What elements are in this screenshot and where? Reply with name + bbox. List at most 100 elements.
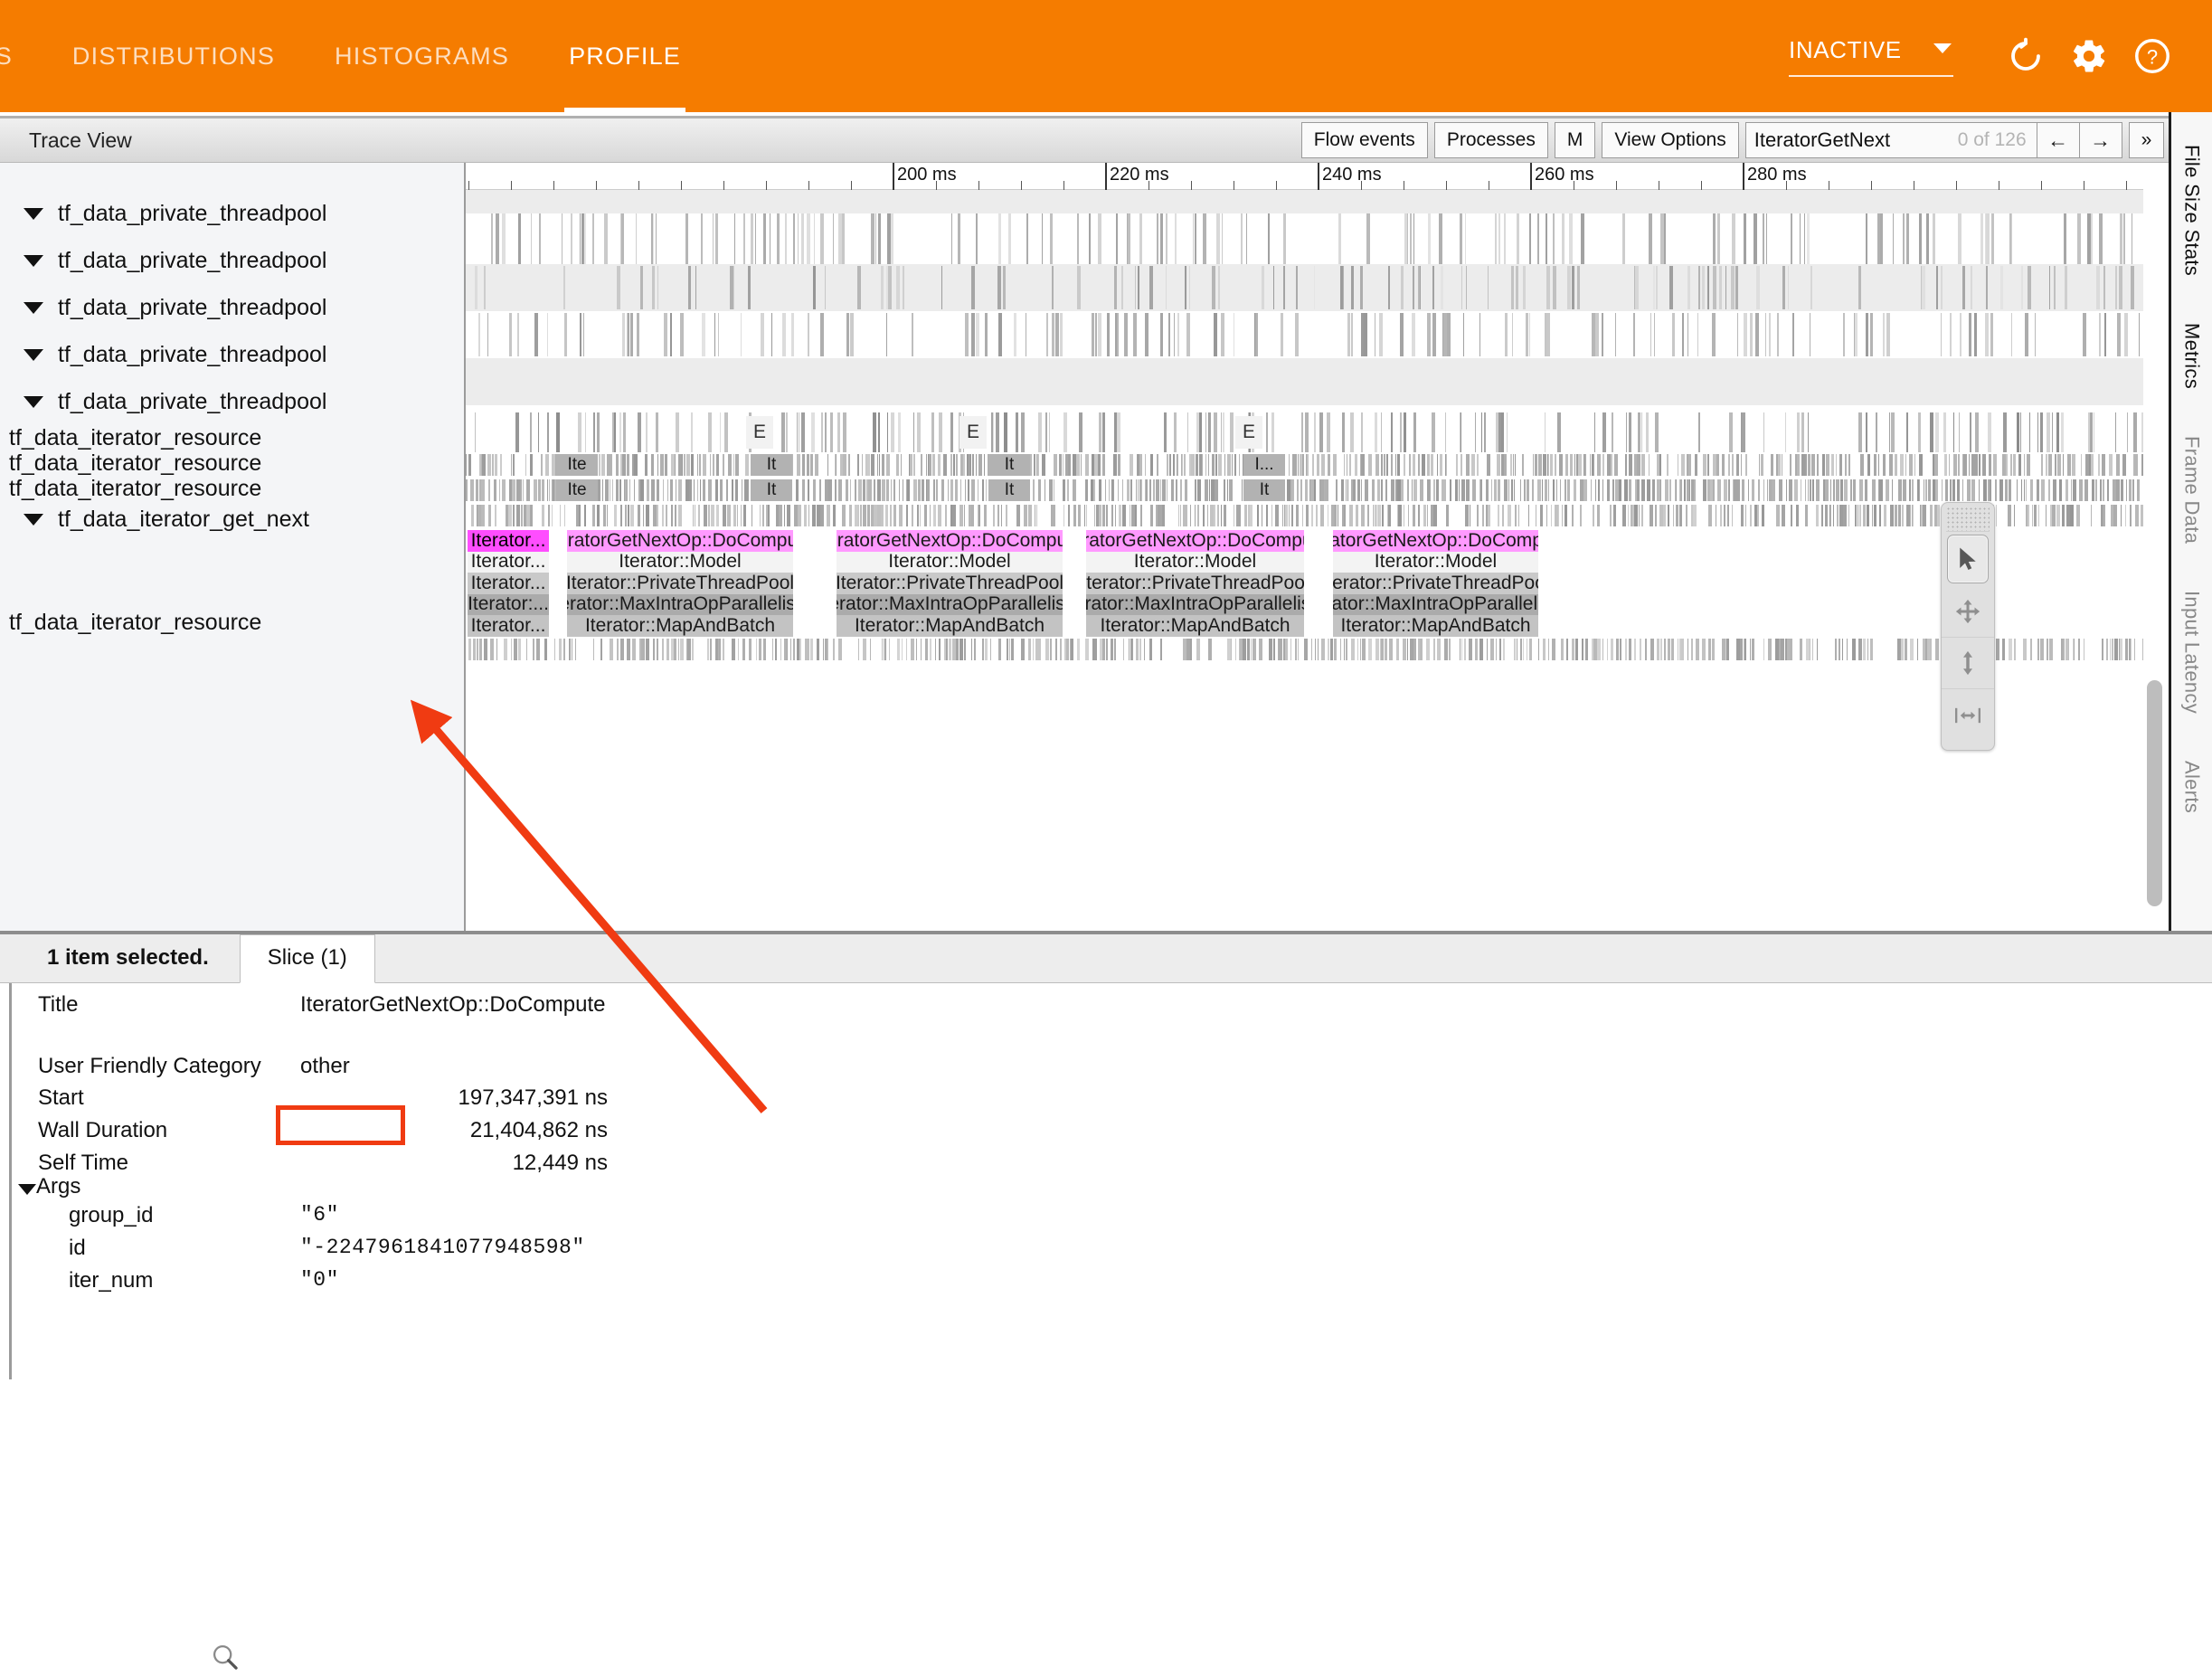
more-options-button[interactable]: » — [2128, 122, 2165, 158]
chevron-down-icon[interactable] — [24, 513, 43, 526]
slice-iterator-maxintraopparallelism[interactable]: Iterator::MaxIntraOpParallelism — [837, 593, 1063, 615]
slice-iterator-maxintraopparallelism[interactable]: Iterator::MaxIntraOpParallelism — [1086, 593, 1304, 615]
resource-slice[interactable]: Ite — [556, 454, 598, 476]
track-label-private-threadpool-2[interactable]: tf_data_private_threadpool — [0, 237, 466, 284]
iterator-resource-row-3[interactable] — [466, 505, 2143, 526]
iterator-resource-row-4[interactable] — [466, 639, 2143, 660]
search-next-button[interactable]: → — [2078, 122, 2122, 158]
slice-iterator-maxintraopparallelism[interactable]: Iterator::MaxIntraOpParallelism — [1333, 593, 1538, 615]
chevron-down-icon[interactable] — [24, 348, 43, 361]
slice-iterator-model[interactable]: Iterator::Model — [567, 551, 793, 573]
resource-slice[interactable]: It — [988, 454, 1030, 476]
slice-iteratorgetnextop-docompute[interactable]: IteratorGetNextOp::DoCompute — [837, 530, 1063, 552]
flow-events-button[interactable]: Flow events — [1300, 122, 1428, 158]
search-input[interactable] — [1745, 128, 1954, 152]
slice-iteratorgetnextop-docompute[interactable]: IteratorGetNextOp::DoCompute — [1333, 530, 1538, 552]
select-tool-button[interactable] — [1947, 535, 1989, 583]
track-label-iterator-resource-1[interactable]: tf_data_iterator_resource — [0, 425, 466, 450]
run-selector[interactable]: INACTIVE — [1789, 36, 1953, 77]
slice-iterator-mapandbatch[interactable]: Iterator... — [468, 615, 549, 637]
toolbar-drag-handle[interactable] — [1946, 507, 1990, 532]
slice-iterator-privatethreadpool[interactable]: Iterator::PrivateThreadPool — [1086, 573, 1304, 594]
refresh-icon[interactable] — [2000, 31, 2051, 81]
iterator-resource-row-1[interactable] — [466, 454, 2143, 476]
detail-value: 21,404,862 ns — [469, 1118, 608, 1142]
side-tab-input-latency[interactable]: Input Latency — [2180, 591, 2204, 715]
slice-iteratorgetnextop-docompute[interactable]: IteratorGetNextOp::DoCompute — [567, 530, 793, 552]
chevron-down-icon[interactable] — [24, 395, 43, 408]
settings-gear-icon[interactable] — [2064, 31, 2114, 81]
ruler-minor-tick — [1446, 181, 1447, 190]
event-marker-E[interactable]: E — [1235, 416, 1262, 449]
tab-graphs[interactable]: HS — [0, 42, 13, 70]
tab-slice[interactable]: Slice (1) — [239, 934, 375, 983]
processes-button[interactable]: Processes — [1433, 122, 1548, 158]
zoom-tool-button[interactable] — [1942, 638, 1994, 689]
slice-iterator-model[interactable]: Iterator::Model — [1333, 551, 1538, 573]
view-options-button[interactable]: View Options — [1602, 122, 1739, 158]
threadpool-events-row-5[interactable] — [466, 412, 2143, 452]
slice-iterator-privatethreadpool[interactable]: Iterator::PrivateThreadPool — [567, 573, 793, 594]
triangle-down-icon[interactable] — [18, 1184, 36, 1195]
side-tab-metrics[interactable]: Metrics — [2180, 323, 2204, 390]
arg-value: "6" — [300, 1203, 339, 1227]
slice-iterator-maxintraopparallelism[interactable]: Iterator::MaxIntraOpParallelism — [567, 593, 793, 615]
slice-iterator-mapandbatch[interactable]: Iterator::MapAndBatch — [1086, 615, 1304, 637]
metrics-button[interactable]: M — [1554, 122, 1596, 158]
slice-iterator-model[interactable]: Iterator::Model — [1086, 551, 1304, 573]
tab-distributions[interactable]: DISTRIBUTIONS — [71, 42, 276, 70]
scrollbar-thumb[interactable] — [2147, 680, 2162, 906]
track-label-private-threadpool-5[interactable]: tf_data_private_threadpool — [0, 378, 466, 425]
chevron-down-icon[interactable] — [24, 207, 43, 220]
magnifier-icon[interactable] — [210, 1642, 241, 1677]
detail-row-self-time: Self Time 12,449 ns — [0, 1151, 1085, 1183]
track-label-private-threadpool-1[interactable]: tf_data_private_threadpool — [0, 190, 466, 237]
resource-slice[interactable]: It — [751, 479, 792, 501]
chevron-down-icon[interactable] — [24, 301, 43, 314]
event-marker-E[interactable]: E — [746, 416, 773, 449]
event-marker-E[interactable]: E — [959, 416, 987, 449]
search-prev-button[interactable]: ← — [2036, 122, 2080, 158]
track-label-iterator-get-next[interactable]: tf_data_iterator_get_next — [0, 501, 466, 537]
resource-slice[interactable]: I... — [1243, 454, 1285, 476]
slice-iterator-mapandbatch[interactable]: Iterator::MapAndBatch — [1333, 615, 1538, 637]
detail-row-args[interactable]: Args — [0, 1171, 1085, 1204]
resource-slice[interactable]: It — [751, 454, 792, 476]
search-box: 0 of 126 — [1744, 122, 2037, 158]
track-label-iterator-resource-4[interactable]: tf_data_iterator_resource — [0, 610, 466, 635]
resource-slice[interactable]: It — [1243, 479, 1285, 501]
help-question-icon[interactable]: ? — [2127, 31, 2178, 81]
track-label-iterator-resource-3[interactable]: tf_data_iterator_resource — [0, 476, 466, 501]
tab-profile[interactable]: PROFILE — [539, 0, 711, 112]
slice-iterator-maxintraopparallelism[interactable]: Iterator:... — [468, 593, 549, 615]
slice-iterator-privatethreadpool[interactable]: Iterator... — [468, 573, 549, 594]
side-tab-alerts[interactable]: Alerts — [2180, 761, 2204, 814]
track-label-iterator-resource-2[interactable]: tf_data_iterator_resource — [0, 450, 466, 476]
side-tab-file-size-stats[interactable]: File Size Stats — [2180, 145, 2204, 277]
slice-iterator-privatethreadpool[interactable]: Iterator::PrivateThreadPool — [837, 573, 1063, 594]
threadpool-events-row-3[interactable] — [466, 313, 2143, 356]
time-ruler[interactable]: 200 ms 220 ms 240 ms 260 ms 280 ms — [466, 163, 2143, 190]
tab-histograms[interactable]: HISTOGRAMS — [335, 42, 510, 70]
chevron-down-icon[interactable] — [24, 254, 43, 267]
pan-tool-button[interactable] — [1942, 586, 1994, 638]
slice-iterator-privatethreadpool[interactable]: Iterator::PrivateThreadPool — [1333, 573, 1538, 594]
timing-tool-button[interactable] — [1942, 689, 1994, 741]
side-tab-frame-data[interactable]: Frame Data — [2180, 436, 2204, 545]
threadpool-events-row-1[interactable] — [466, 213, 2143, 264]
resource-slice[interactable]: It — [988, 479, 1030, 501]
track-label-private-threadpool-3[interactable]: tf_data_private_threadpool — [0, 284, 466, 331]
slice-iterator-model[interactable]: Iterator::Model — [837, 551, 1063, 573]
slice-iteratorgetnextop-docompute[interactable]: Iterator... — [468, 530, 549, 552]
slice-iterator-mapandbatch[interactable]: Iterator::MapAndBatch — [567, 615, 793, 637]
iterator-resource-row-2[interactable] — [466, 479, 2143, 501]
timeline-vertical-scrollbar[interactable] — [2143, 669, 2165, 915]
slice-iteratorgetnextop-docompute[interactable]: IteratorGetNextOp::DoCompute — [1086, 530, 1304, 552]
track-label-private-threadpool-4[interactable]: tf_data_private_threadpool — [0, 331, 466, 378]
slice-iterator-model[interactable]: Iterator... — [468, 551, 549, 573]
threadpool-events-row-2[interactable] — [466, 266, 2143, 309]
track-canvas[interactable]: E E E Ite It It I... Ite It It It Iterator... Iterat… — [466, 190, 2143, 931]
resource-slice[interactable]: Ite — [556, 479, 598, 501]
trace-view-title: Trace View — [29, 128, 132, 152]
slice-iterator-mapandbatch[interactable]: Iterator::MapAndBatch — [837, 615, 1063, 637]
